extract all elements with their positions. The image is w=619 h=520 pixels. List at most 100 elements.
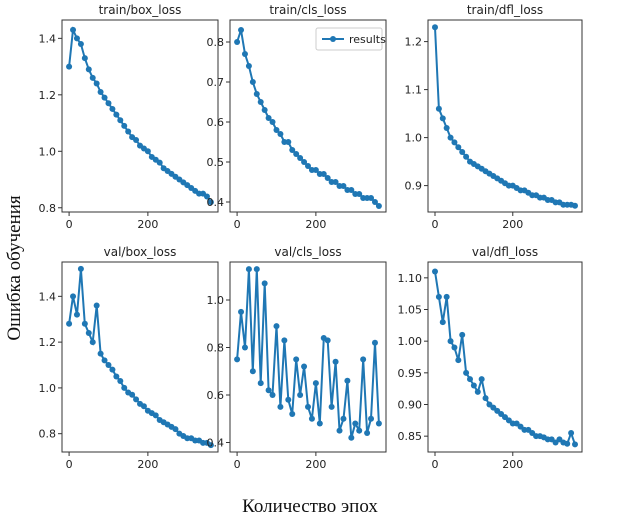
data-point — [234, 356, 241, 363]
y-tick-label: 1.0 — [39, 382, 57, 395]
data-point — [289, 411, 296, 417]
y-tick-label: 1.2 — [39, 336, 57, 349]
data-point — [568, 430, 575, 436]
data-point — [249, 79, 256, 85]
data-point — [348, 434, 355, 441]
y-tick-label: 0.5 — [207, 156, 225, 169]
y-tick-label: 0.95 — [398, 367, 423, 380]
subplot-title: train/dfl_loss — [467, 3, 543, 17]
data-point — [293, 151, 300, 157]
data-point — [470, 382, 477, 389]
data-point — [293, 356, 300, 363]
data-point — [97, 350, 104, 357]
x-tick-label: 0 — [432, 218, 439, 231]
data-point — [368, 195, 375, 201]
y-tick-label: 1.0 — [405, 132, 423, 145]
axes-frame — [427, 261, 583, 453]
data-point — [316, 420, 323, 427]
data-point — [474, 388, 481, 395]
legend: results — [315, 27, 386, 51]
data-point — [85, 329, 92, 336]
data-point — [73, 311, 80, 318]
x-tick-label: 0 — [66, 458, 73, 471]
data-point — [336, 427, 343, 434]
data-point — [305, 403, 311, 410]
data-point — [70, 26, 77, 33]
data-point — [356, 191, 363, 197]
data-point — [269, 392, 276, 398]
data-point — [332, 358, 339, 365]
data-point — [101, 94, 108, 101]
data-point — [572, 202, 578, 209]
data-point — [269, 119, 276, 125]
legend-marker — [330, 36, 336, 42]
data-point — [265, 115, 272, 121]
data-point — [340, 183, 347, 189]
data-point — [459, 331, 466, 338]
data-point — [375, 203, 382, 209]
data-point — [443, 125, 450, 131]
y-tick-label: 0.6 — [207, 389, 225, 402]
data-point — [467, 376, 473, 383]
x-tick-label: 0 — [66, 218, 73, 231]
subplot-title: val/dfl_loss — [472, 245, 538, 259]
data-point — [368, 415, 375, 422]
data-point — [273, 323, 280, 330]
data-point — [371, 199, 378, 205]
data-point — [435, 293, 442, 300]
data-point — [447, 134, 454, 141]
data-point — [152, 412, 159, 419]
data-point — [133, 137, 140, 143]
y-tick-label: 1.1 — [405, 84, 423, 97]
x-tick-label: 200 — [137, 458, 158, 471]
data-point — [297, 392, 304, 398]
data-point — [364, 430, 371, 436]
y-tick-label: 1.0 — [207, 294, 225, 307]
data-point — [73, 35, 80, 42]
data-point — [66, 63, 73, 70]
y-tick-label: 1.2 — [39, 89, 57, 102]
data-point — [109, 366, 116, 373]
data-point — [435, 105, 442, 112]
data-point — [207, 442, 214, 449]
data-point — [121, 122, 128, 129]
data-point — [451, 139, 458, 146]
data-point — [432, 268, 438, 275]
x-tick-label: 0 — [432, 458, 439, 471]
data-point — [257, 99, 264, 105]
data-point — [97, 89, 104, 95]
data-point — [77, 41, 84, 47]
data-point — [207, 199, 214, 206]
x-tick-label: 0 — [234, 458, 241, 471]
axes-frame — [427, 19, 583, 213]
subplot-train-cls-loss: train/cls_loss 0 200 0.4 0.5 0.6 0.7 0.8 results — [207, 3, 387, 231]
data-point — [249, 368, 256, 375]
data-point — [301, 363, 308, 370]
data-point — [261, 107, 268, 113]
data-point — [93, 80, 100, 87]
data-point — [241, 344, 248, 351]
data-point — [277, 131, 284, 137]
subplot-title: val/cls_loss — [274, 245, 341, 259]
x-tick-label: 200 — [305, 458, 326, 471]
data-point — [89, 339, 96, 346]
data-point — [572, 441, 578, 448]
axes-frame — [61, 19, 219, 213]
data-point — [285, 139, 292, 145]
data-point — [352, 420, 359, 427]
data-point — [439, 115, 446, 122]
data-point — [105, 100, 112, 107]
data-point — [371, 339, 378, 346]
data-point — [144, 148, 151, 155]
data-point — [451, 344, 458, 351]
data-point — [105, 362, 112, 369]
series-line — [236, 29, 380, 207]
data-point — [432, 24, 438, 31]
data-point — [305, 163, 311, 169]
data-point — [324, 337, 331, 344]
data-point — [332, 179, 339, 185]
data-point — [253, 91, 260, 97]
data-point — [113, 373, 120, 380]
data-point — [238, 308, 245, 315]
data-point — [301, 159, 308, 165]
